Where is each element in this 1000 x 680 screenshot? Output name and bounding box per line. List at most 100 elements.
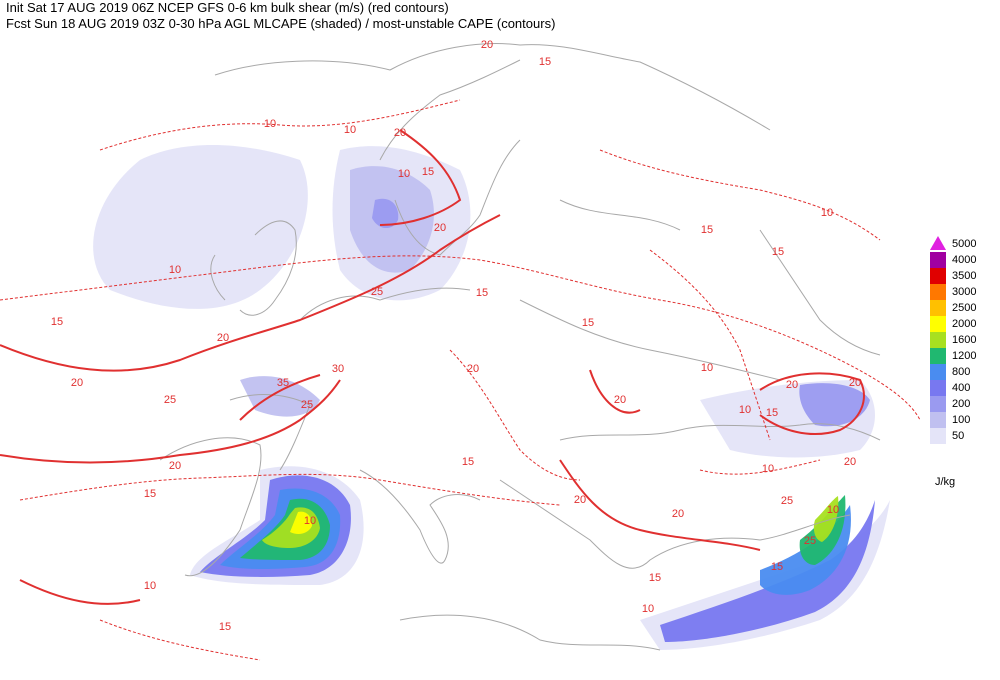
shear-contour [559, 369, 761, 551]
coastlines [159, 43, 881, 651]
shear-contour [759, 372, 865, 436]
coastline [519, 199, 781, 381]
contour-label: 15 [422, 166, 434, 178]
contour-label: 20 [71, 377, 83, 389]
shear-contour [0, 379, 341, 464]
contour-label: 25 [164, 394, 176, 406]
legend-label: 3000 [952, 286, 976, 298]
contour-label: 25 [301, 399, 313, 411]
shear-contour [19, 473, 561, 506]
contour-label: 15 [772, 246, 784, 258]
contour-label: 25 [371, 286, 383, 298]
header-line: Fcst Sun 18 AUG 2019 03Z 0-30 hPa AGL ML… [6, 16, 555, 31]
shear-contour [0, 255, 921, 421]
contour-label: 10 [144, 580, 156, 592]
contour-label: 10 [304, 515, 316, 527]
contour-label: 10 [821, 207, 833, 219]
legend-swatch [930, 284, 946, 300]
contour-label: 20 [394, 127, 406, 139]
legend-swatch [930, 332, 946, 348]
contour-label: 20 [786, 379, 798, 391]
coastline [559, 423, 881, 441]
coastline [210, 220, 297, 316]
contour-label: 10 [739, 404, 751, 416]
contour-label: 35 [277, 377, 289, 389]
contour-label: 20 [169, 460, 181, 472]
contour-label: 15 [771, 561, 783, 573]
contour-label: 20 [849, 377, 861, 389]
contour-label: 10 [169, 264, 181, 276]
contour-label: 15 [582, 317, 594, 329]
legend-label: 200 [952, 398, 970, 410]
cape-area [290, 511, 312, 534]
contour-label: 20 [844, 456, 856, 468]
contour-label: 10 [642, 603, 654, 615]
contour-label: 15 [219, 621, 231, 633]
shear-contours [0, 99, 921, 661]
contour-label: 20 [434, 222, 446, 234]
cape-area [240, 376, 320, 417]
legend-label: 3500 [952, 270, 976, 282]
legend-label: 5000 [952, 238, 976, 250]
coastline [399, 229, 881, 651]
contour-label: 20 [574, 494, 586, 506]
legend-swatch [930, 396, 946, 412]
legend-swatch [930, 380, 946, 396]
shear-contour [99, 249, 771, 661]
legend: 50 100 200 400 800 1200 1600 2000 2500 3000 3500 40… [930, 236, 976, 488]
contour-label: 25 [804, 535, 816, 547]
contour-label: 10 [701, 362, 713, 374]
contour-label: 20 [672, 508, 684, 520]
cape-area [660, 500, 875, 642]
legend-label: 1200 [952, 350, 976, 362]
legend-label: 100 [952, 414, 970, 426]
contour-labels: 20 15 10 10 20 15 10 20 25 30 35 25 20 15 20 25 20 15 10 15… [51, 39, 861, 633]
coastline [229, 287, 471, 471]
coastline [379, 59, 521, 256]
contour-label: 20 [467, 363, 479, 375]
contour-label: 15 [649, 572, 661, 584]
shear-contour [19, 374, 321, 605]
contour-label: 15 [766, 407, 778, 419]
shear-contour [379, 129, 462, 226]
coastline [214, 43, 771, 131]
legend-label: 400 [952, 382, 970, 394]
legend-label: 1600 [952, 334, 976, 346]
header-line: Init Sat 17 AUG 2019 06Z NCEP GFS 0-6 km… [6, 0, 449, 15]
contour-label: 15 [144, 488, 156, 500]
cape-area [799, 383, 870, 427]
legend-swatch [930, 252, 946, 268]
contour-label: 15 [51, 316, 63, 328]
legend-label: 2000 [952, 318, 976, 330]
legend-label: 4000 [952, 254, 976, 266]
shear-contour [99, 99, 881, 241]
legend-swatch [930, 236, 946, 250]
contour-label: 20 [481, 39, 493, 51]
shear-contour [0, 214, 501, 372]
contour-label: 25 [781, 495, 793, 507]
contour-label: 15 [539, 56, 551, 68]
legend-swatch [930, 364, 946, 380]
legend-label: 2500 [952, 302, 976, 314]
contour-label: 10 [827, 504, 839, 516]
legend-swatch [930, 428, 946, 444]
cape-area [372, 198, 399, 229]
cape-area [813, 496, 839, 542]
contour-label: 15 [462, 456, 474, 468]
coastline [499, 479, 851, 569]
legend-swatch [930, 412, 946, 428]
contour-label: 20 [614, 394, 626, 406]
legend-label: 800 [952, 366, 970, 378]
coastline [159, 437, 262, 577]
legend-swatch [930, 348, 946, 364]
contour-label: 10 [344, 124, 356, 136]
legend-label: 50 [952, 430, 964, 442]
contour-label: 20 [217, 332, 229, 344]
contour-label: 10 [762, 463, 774, 475]
contour-label: 10 [264, 118, 276, 130]
contour-label: 15 [476, 287, 488, 299]
contour-label: 30 [332, 363, 344, 375]
contour-label: 15 [701, 224, 713, 236]
legend-swatch [930, 316, 946, 332]
